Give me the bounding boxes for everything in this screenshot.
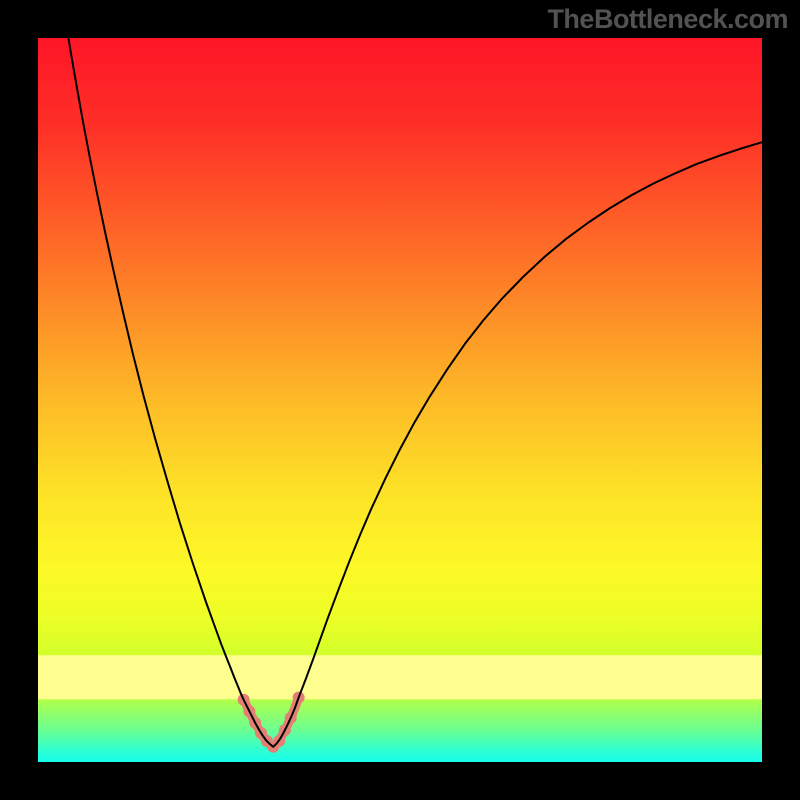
watermark-text: TheBottleneck.com xyxy=(547,4,788,35)
plot-area xyxy=(38,38,762,762)
plot-svg xyxy=(38,38,762,762)
gradient-background xyxy=(38,38,762,762)
